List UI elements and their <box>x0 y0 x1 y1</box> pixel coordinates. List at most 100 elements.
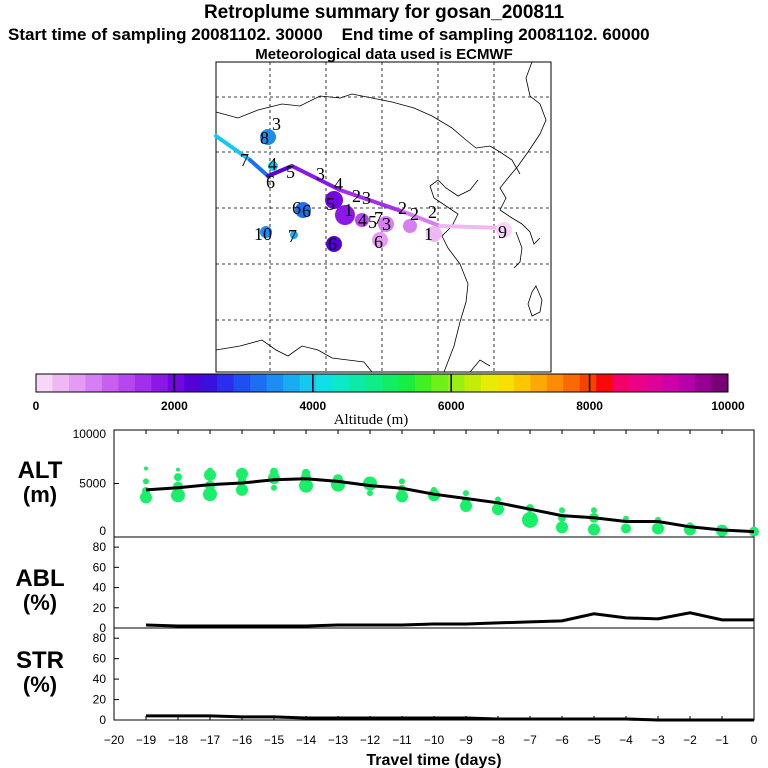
map-marker <box>372 232 388 248</box>
map-point-label: 7 <box>240 150 249 170</box>
str-y-tick-label: 60 <box>93 652 107 666</box>
alt-point <box>749 526 759 537</box>
map-point-label: 5 <box>286 162 295 182</box>
colorbar-tick-label: 0 <box>33 399 40 413</box>
colorbar-cell <box>200 374 218 392</box>
alt-point <box>302 468 310 477</box>
map-point-label: 2 <box>398 198 407 218</box>
map-marker <box>325 191 343 209</box>
alt-panel-label: ALT <box>18 457 63 484</box>
colorbar-cell <box>480 374 498 392</box>
alt-mean-line <box>145 477 755 534</box>
map-point-label: 8 <box>260 128 269 148</box>
colorbar-tick-label: 10000 <box>711 399 745 413</box>
abl-y-tick-label: 40 <box>93 581 107 595</box>
alt-point <box>299 478 313 493</box>
map-point-label: 7 <box>374 208 383 228</box>
map-marker <box>260 129 276 145</box>
x-tick-label: −5 <box>587 733 601 747</box>
alt-point <box>140 491 152 504</box>
colorbar-cell <box>332 374 350 392</box>
x-tick-label: −8 <box>491 733 505 747</box>
map-point-label: 7 <box>288 226 297 246</box>
map-marker <box>355 213 369 227</box>
abl-line <box>145 611 754 628</box>
str-y-tick-label: 40 <box>93 672 107 686</box>
alt-point <box>652 522 664 535</box>
alt-point <box>203 487 217 502</box>
x-axis-label: Travel time (days) <box>366 752 501 768</box>
colorbar-cell <box>283 374 301 392</box>
map-marker <box>290 231 298 239</box>
colorbar-cell <box>217 374 235 392</box>
str-y-tick-label: 20 <box>93 693 107 707</box>
x-tick-label: −2 <box>683 733 697 747</box>
colorbar-cell <box>546 374 564 392</box>
x-tick-label: −18 <box>168 733 189 747</box>
colorbar-cell <box>563 374 581 392</box>
map-point-label: 6 <box>292 198 301 218</box>
alt-point <box>431 486 437 493</box>
colorbar-cell <box>596 374 614 392</box>
alt-point <box>495 496 501 503</box>
colorbar-label: Altitude (m) <box>334 412 409 428</box>
plume-markers <box>260 129 512 252</box>
abl-panel-unit: (%) <box>23 590 57 615</box>
map-point-label: 1 <box>424 224 433 244</box>
abl-y-tick-label: 80 <box>93 540 107 554</box>
colorbar-tick-label: 6000 <box>438 399 465 413</box>
abl-y-tick-label: 60 <box>93 560 107 574</box>
alt-point <box>204 468 216 481</box>
colorbar-cell <box>464 374 482 392</box>
x-tick-label: −10 <box>424 733 445 747</box>
plume-track <box>214 134 508 230</box>
map-point-label: 3 <box>382 214 391 234</box>
colorbar-cell <box>513 374 531 392</box>
colorbar-cell <box>645 374 663 392</box>
colorbar-cell <box>414 374 432 392</box>
colorbar-cell <box>349 374 367 392</box>
colorbar-cell <box>695 374 713 392</box>
x-tick-label: −3 <box>651 733 665 747</box>
map-point-label: 3 <box>316 164 325 184</box>
alt-y-tick-label: 0 <box>99 524 106 538</box>
map-point-label: 10 <box>254 224 272 244</box>
colorbar-cell <box>52 374 70 392</box>
colorbar-cell <box>447 374 465 392</box>
map-point-label: 6 <box>302 201 311 221</box>
map-marker <box>268 161 278 171</box>
x-tick-label: −6 <box>555 733 569 747</box>
colorbar-tick-label: 2000 <box>161 399 188 413</box>
colorbar-cell <box>299 374 317 392</box>
colorbar-cell <box>316 374 334 392</box>
colorbar-cell <box>662 374 680 392</box>
alt-point <box>399 478 405 485</box>
alt-point <box>144 466 148 471</box>
colorbar-cell <box>36 374 53 392</box>
alt-point <box>270 467 278 476</box>
colorbar-cell <box>629 374 647 392</box>
map-point-label: 2 <box>410 204 419 224</box>
colorbar-cell <box>134 374 152 392</box>
map-marker <box>260 226 272 238</box>
colorbar-cell <box>151 374 169 392</box>
alt-point <box>207 467 213 474</box>
alt-point <box>559 507 565 514</box>
map-marker <box>295 202 311 218</box>
alt-point <box>174 473 182 482</box>
map-point-label: 2 <box>428 202 437 222</box>
map-point-label: 1 <box>344 200 353 220</box>
x-tick-label: −15 <box>264 733 285 747</box>
colorbar: 0 2000 4000 6000 8000 10000 Altitude (m) <box>33 373 745 428</box>
map-point-label: 4 <box>358 210 367 230</box>
alt-point <box>236 483 248 496</box>
map-point-label: 9 <box>498 222 507 242</box>
str-panel-label: STR <box>16 647 64 674</box>
start-time-label: Start time of sampling 20081102. 30000 <box>8 25 323 44</box>
colorbar-cell <box>85 374 103 392</box>
colorbar-cell <box>530 374 548 392</box>
x-tick-label: 0 <box>751 733 758 747</box>
map-point-label: 5 <box>368 212 377 232</box>
